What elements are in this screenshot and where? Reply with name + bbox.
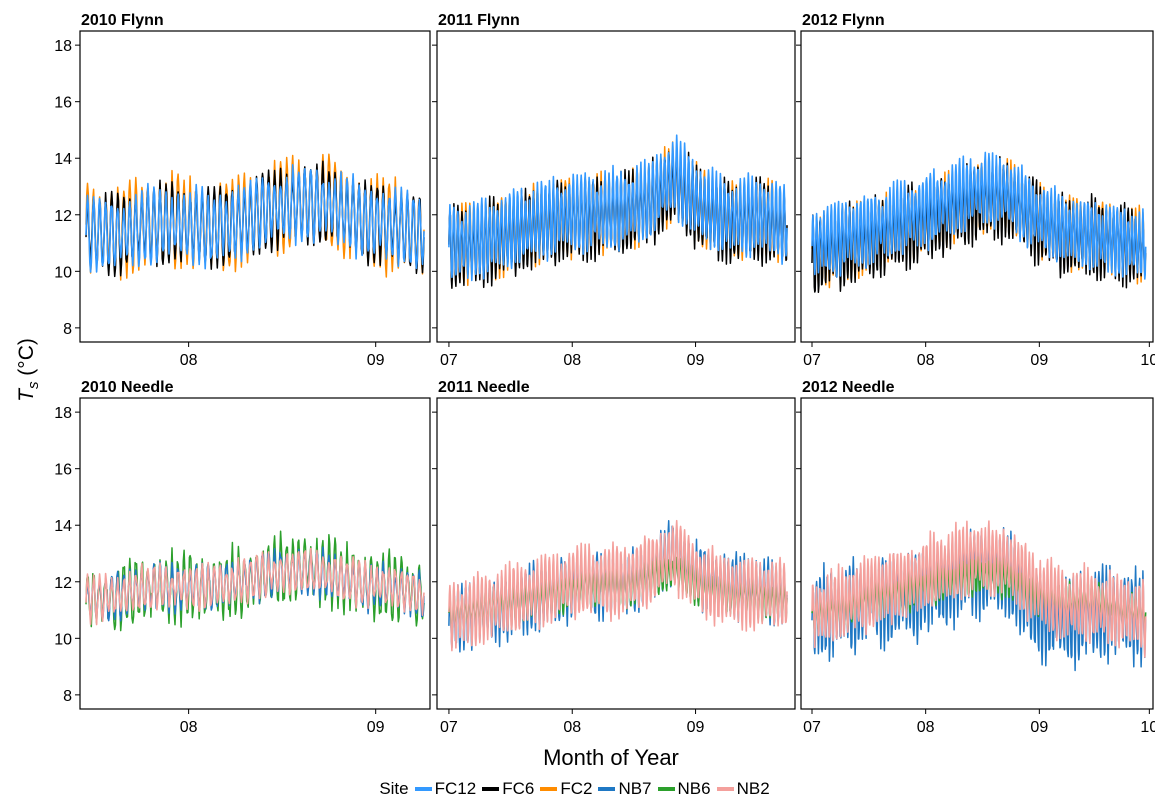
- x-axis-title: Month of Year: [543, 745, 679, 770]
- panel-title: 2011 Needle: [438, 379, 530, 396]
- panel-2010-needle: 2010 Needle 8 10 12 14 16 18 08 09: [54, 379, 431, 736]
- series-nb2: [811, 520, 1147, 658]
- series-fc12: [811, 151, 1147, 280]
- panel-border: [79, 30, 431, 343]
- panel-2011-needle: 2011 Needle 07 08 09: [432, 379, 796, 736]
- x-tick-label: 08: [180, 352, 198, 369]
- y-axis-title: Ts (°C): [15, 338, 42, 402]
- panel-border: [436, 397, 796, 710]
- y-tick-label: 12: [54, 208, 72, 225]
- panel-border: [79, 397, 431, 710]
- y-tick-label: 8: [63, 688, 72, 705]
- legend-item-nb7: NB7: [598, 779, 652, 799]
- y-tick-label: 14: [54, 518, 72, 535]
- y-tick-label: 8: [63, 321, 72, 338]
- x-tick-label: 09: [687, 352, 705, 369]
- panel-2010-flynn: 2010 Flynn 8 10 12 14 16 18 08 09: [54, 12, 431, 369]
- legend-label-nb6: NB6: [677, 779, 711, 798]
- y-tick-label: 14: [54, 151, 72, 168]
- legend-item-fc2: FC2: [540, 779, 592, 799]
- legend-label-fc6: FC6: [502, 779, 535, 798]
- panel-2012-flynn: 2012 Flynn 07 08 09 10: [796, 12, 1155, 369]
- x-tick-label: 10: [1140, 719, 1155, 736]
- x-tick-label: 08: [917, 719, 935, 736]
- x-tick-label: 09: [1030, 352, 1048, 369]
- panel-2011-flynn: 2011 Flynn 07 08 09: [432, 12, 796, 369]
- legend-item-nb2: NB2: [716, 779, 770, 799]
- panel-2012-needle: 2012 Needle 07 08 09 10: [796, 379, 1155, 736]
- y-tick-label: 10: [54, 631, 72, 648]
- x-tick-label: 09: [1030, 719, 1048, 736]
- x-tick-label: 08: [563, 719, 581, 736]
- legend-label-nb7: NB7: [618, 779, 652, 798]
- legend: Site FC12 FC6 FC2 NB7 NB6 NB2: [0, 778, 1155, 800]
- legend-key-fc12: [414, 787, 432, 791]
- y-tick-label: 12: [54, 575, 72, 592]
- x-tick-label: 07: [440, 719, 458, 736]
- x-tick-label: 09: [687, 719, 705, 736]
- x-tick-label: 07: [803, 352, 821, 369]
- y-tick-label: 16: [54, 462, 72, 479]
- y-tick-label: 16: [54, 95, 72, 112]
- y-tick-label: 18: [54, 38, 72, 55]
- panel-border: [800, 30, 1154, 343]
- legend-item-fc6: FC6: [482, 779, 534, 799]
- x-tick-label: 09: [367, 719, 385, 736]
- y-tick-label: 18: [54, 405, 72, 422]
- panel-title: 2010 Needle: [81, 379, 174, 396]
- legend-key-nb6: [657, 787, 675, 791]
- panel-title: 2010 Flynn: [81, 12, 164, 29]
- x-tick-label: 07: [803, 719, 821, 736]
- panel-title: 2012 Needle: [802, 379, 895, 396]
- legend-key-nb2: [716, 787, 734, 791]
- legend-key-fc6: [482, 787, 500, 791]
- series-nb2: [85, 547, 425, 626]
- x-tick-label: 09: [367, 352, 385, 369]
- x-tick-label: 10: [1140, 352, 1155, 369]
- series-fc12: [448, 134, 788, 282]
- panel-border: [800, 397, 1154, 710]
- legend-label-fc2: FC2: [560, 779, 593, 798]
- legend-item-nb6: NB6: [657, 779, 711, 799]
- legend-item-fc12: FC12: [414, 779, 477, 799]
- x-tick-label: 08: [563, 352, 581, 369]
- x-tick-label: 08: [180, 719, 198, 736]
- panel-title: 2012 Flynn: [802, 12, 885, 29]
- x-tick-label: 08: [917, 352, 935, 369]
- legend-label-fc12: FC12: [434, 779, 477, 798]
- legend-key-nb7: [598, 787, 616, 791]
- y-tick-label: 10: [54, 264, 72, 281]
- legend-key-fc2: [540, 787, 558, 791]
- x-tick-label: 07: [440, 352, 458, 369]
- panel-border: [436, 30, 796, 343]
- legend-title: Site: [379, 779, 409, 798]
- legend-label-nb2: NB2: [736, 779, 770, 798]
- series-fc12: [85, 164, 425, 273]
- panel-title: 2011 Flynn: [438, 12, 520, 29]
- series-nb2: [448, 519, 788, 652]
